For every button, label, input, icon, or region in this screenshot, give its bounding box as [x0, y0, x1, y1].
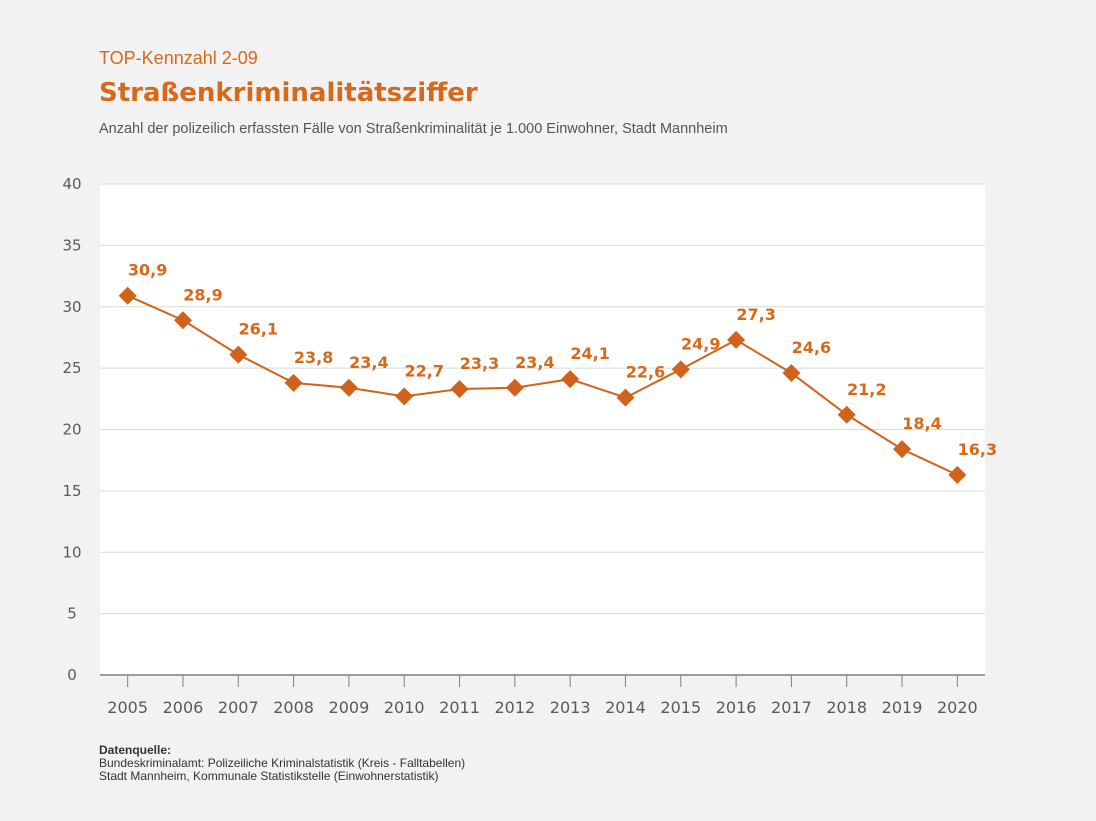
x-tick-label: 2020: [937, 698, 978, 717]
y-tick-label: 35: [62, 236, 81, 254]
chart-title: Straßenkriminalitätsziffer: [99, 78, 478, 108]
data-label: 18,4: [902, 414, 941, 433]
x-tick-label: 2009: [329, 698, 370, 717]
source-line: Bundeskriminalamt: Polizeiliche Kriminal…: [99, 756, 466, 770]
data-point-marker: [118, 286, 137, 305]
x-tick-label: 2014: [605, 698, 646, 717]
data-point-marker: [948, 465, 967, 484]
data-point-marker: [727, 330, 746, 349]
y-tick-label: 5: [67, 605, 77, 623]
data-label: 23,3: [460, 354, 499, 373]
x-tick-label: 2007: [218, 698, 259, 717]
data-point-marker: [284, 373, 303, 392]
y-tick-label: 20: [62, 421, 81, 439]
x-tick-label: 2013: [550, 698, 591, 717]
y-tick-label: 30: [62, 298, 81, 316]
data-point-marker: [837, 405, 856, 424]
source-heading: Datenquelle:: [99, 743, 172, 757]
data-label: 24,6: [792, 338, 831, 357]
x-tick-label: 2011: [439, 698, 480, 717]
x-tick-label: 2006: [163, 698, 204, 717]
data-point-marker: [173, 311, 192, 330]
data-point-marker: [782, 364, 801, 383]
x-tick-label: 2015: [660, 698, 701, 717]
x-tick-label: 2019: [882, 698, 923, 717]
chart-subtitle: Anzahl der polizeilich erfassten Fälle v…: [99, 121, 728, 137]
data-point-marker: [339, 378, 358, 397]
data-point-marker: [505, 378, 524, 397]
data-label: 21,2: [847, 380, 886, 399]
x-tick-label: 2008: [273, 698, 314, 717]
data-point-marker: [395, 387, 414, 406]
data-point-marker: [561, 370, 580, 389]
chart-kicker: TOP-Kennzahl 2-09: [99, 48, 258, 68]
y-tick-label: 25: [62, 359, 81, 377]
x-tick-label: 2012: [494, 698, 535, 717]
data-source: Datenquelle: Bundeskriminalamt: Polizeil…: [99, 744, 465, 783]
x-tick-label: 2017: [771, 698, 812, 717]
y-tick-label: 15: [62, 482, 81, 500]
data-label: 28,9: [183, 285, 222, 304]
data-label: 27,3: [736, 305, 775, 324]
data-label: 30,9: [128, 261, 167, 280]
data-point-marker: [616, 388, 635, 407]
data-point-marker: [229, 345, 248, 364]
data-label: 22,6: [626, 363, 665, 382]
data-label: 22,7: [404, 361, 443, 380]
x-tick-label: 2010: [384, 698, 425, 717]
data-point-marker: [893, 440, 912, 459]
data-label: 24,9: [681, 334, 720, 353]
source-line: Stadt Mannheim, Kommunale Statistikstell…: [99, 769, 439, 783]
y-tick-label: 0: [67, 666, 77, 684]
data-label: 23,4: [515, 353, 554, 372]
data-point-marker: [450, 379, 469, 398]
data-label: 26,1: [239, 320, 278, 339]
data-label: 23,8: [294, 348, 333, 367]
data-point-marker: [671, 360, 690, 379]
x-tick-label: 2018: [826, 698, 867, 717]
data-label: 23,4: [349, 353, 388, 372]
y-tick-label: 40: [62, 175, 81, 193]
data-label: 16,3: [958, 440, 997, 459]
x-tick-label: 2016: [716, 698, 757, 717]
data-label: 24,1: [570, 344, 609, 363]
series-line: [127, 294, 958, 476]
x-tick-label: 2005: [107, 698, 148, 717]
y-tick-label: 10: [62, 543, 81, 561]
